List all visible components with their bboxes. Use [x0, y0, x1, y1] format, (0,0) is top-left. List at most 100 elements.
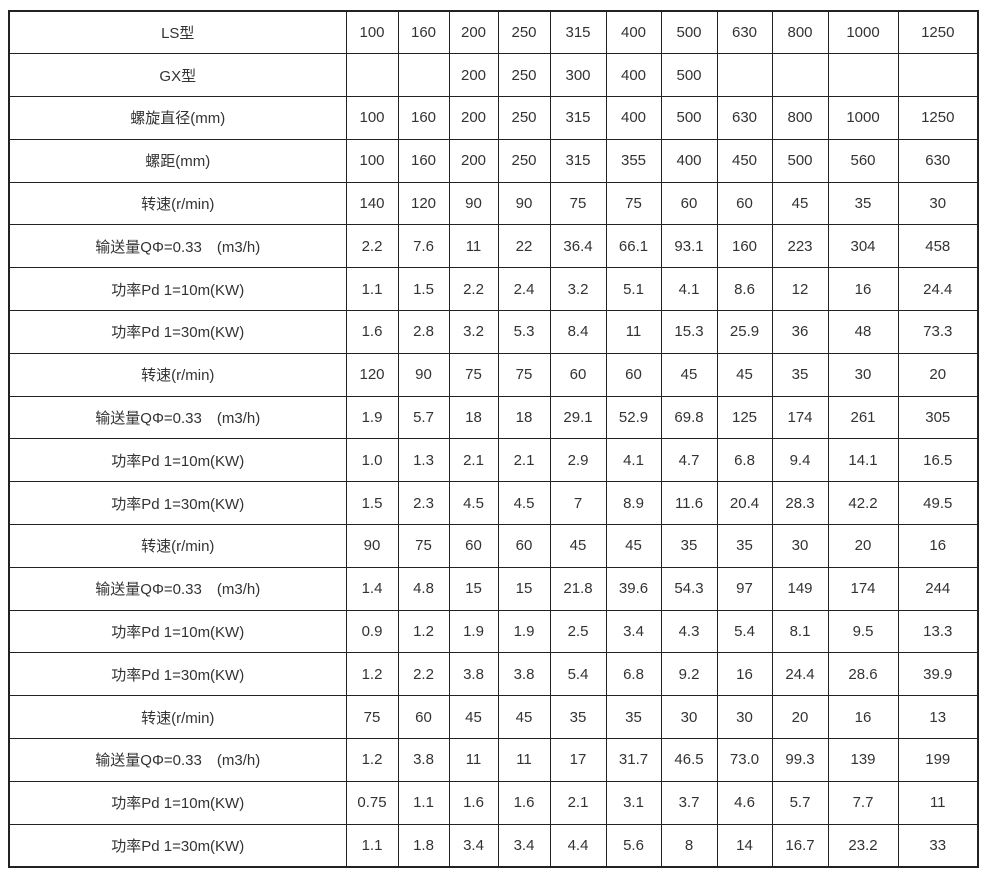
value-cell: 73.0 [716, 738, 773, 782]
table-row: LS型 100 160 200 250 315 400 500 630 800 1000 1250 [8, 10, 979, 55]
value-cell: 14.1 [827, 438, 899, 483]
value-cell: 75 [549, 181, 607, 226]
value-cell: 8.1 [771, 609, 829, 654]
table-row: 输送量QΦ=0.33 (m3/h) 2.2 7.6 11 22 36.4 66.1 93.1 1… [8, 224, 979, 269]
value-cell: 300 [549, 53, 607, 98]
value-cell: 8.9 [605, 481, 662, 526]
value-cell: 250 [497, 138, 551, 183]
row-label: 功率Pd 1=10m(KW) [8, 609, 347, 654]
value-cell: 18 [448, 395, 499, 440]
value-cell: 250 [497, 96, 551, 140]
value-cell: 75 [345, 695, 399, 740]
value-cell: 29.1 [549, 395, 607, 440]
table-row: 螺距(mm) 100 160 200 250 315 355 400 450 500 560 630 [8, 138, 979, 183]
spec-table: LS型 100 160 200 250 315 400 500 630 800 1000 1250 GX… [8, 10, 979, 868]
value-cell: 3.4 [497, 823, 551, 868]
value-cell: 20.4 [716, 481, 773, 526]
value-cell: 250 [497, 53, 551, 98]
value-cell: 2.8 [397, 310, 450, 354]
value-cell: 8 [660, 823, 718, 868]
table-row: 转速(r/min) 75 60 45 45 35 35 30 30 20 16 13 [8, 695, 979, 740]
row-label: 功率Pd 1=30m(KW) [8, 652, 347, 697]
value-cell: 1.5 [345, 481, 399, 526]
value-cell: 1.2 [345, 652, 399, 697]
value-cell: 1.2 [345, 738, 399, 782]
value-cell: 450 [716, 138, 773, 183]
value-cell: 9.4 [771, 438, 829, 483]
value-cell: 31.7 [605, 738, 662, 782]
row-label: 输送量QΦ=0.33 (m3/h) [8, 224, 347, 269]
value-cell: 36.4 [549, 224, 607, 269]
value-cell: 1.4 [345, 566, 399, 611]
value-cell: 8.4 [549, 310, 607, 354]
table-row: 转速(r/min) 140 120 90 90 75 75 60 60 45 35 30 [8, 181, 979, 226]
value-cell: 3.4 [448, 823, 499, 868]
row-label: 功率Pd 1=30m(KW) [8, 310, 347, 354]
value-cell: 73.3 [897, 310, 979, 354]
value-cell: 7 [549, 481, 607, 526]
value-cell: 30 [660, 695, 718, 740]
spec-table-body: LS型 100 160 200 250 315 400 500 630 800 1000 1250 GX… [8, 10, 979, 868]
value-cell: 6.8 [605, 652, 662, 697]
value-cell: 458 [897, 224, 979, 269]
value-cell: 75 [448, 352, 499, 397]
value-cell [827, 53, 899, 98]
value-cell: 11 [497, 738, 551, 782]
value-cell: 160 [716, 224, 773, 269]
value-cell: 13 [897, 695, 979, 740]
value-cell: 45 [448, 695, 499, 740]
table-row: 功率Pd 1=30m(KW) 1.6 2.8 3.2 5.3 8.4 11 15.3 25.9 3… [8, 310, 979, 354]
table-row: 输送量QΦ=0.33 (m3/h) 1.9 5.7 18 18 29.1 52.9 69.8 1… [8, 395, 979, 440]
value-cell: 11 [448, 224, 499, 269]
value-cell: 315 [549, 96, 607, 140]
value-cell: 9.5 [827, 609, 899, 654]
value-cell: 1.5 [397, 267, 450, 312]
value-cell: 16 [827, 695, 899, 740]
value-cell: 16 [897, 524, 979, 568]
value-cell: 16.7 [771, 823, 829, 868]
value-cell: 200 [448, 138, 499, 183]
value-cell: 60 [549, 352, 607, 397]
value-cell: 140 [345, 181, 399, 226]
value-cell: 69.8 [660, 395, 718, 440]
value-cell: 4.4 [549, 823, 607, 868]
value-cell: 4.5 [497, 481, 551, 526]
value-cell: 75 [397, 524, 450, 568]
table-row: 功率Pd 1=30m(KW) 1.2 2.2 3.8 3.8 5.4 6.8 9.2 16 24.… [8, 652, 979, 697]
row-label: 转速(r/min) [8, 524, 347, 568]
row-label: 功率Pd 1=30m(KW) [8, 823, 347, 868]
value-cell: 120 [397, 181, 450, 226]
value-cell: 30 [771, 524, 829, 568]
value-cell: 1.9 [345, 395, 399, 440]
value-cell: 400 [660, 138, 718, 183]
value-cell: 97 [716, 566, 773, 611]
value-cell: 5.7 [771, 780, 829, 825]
value-cell: 3.8 [397, 738, 450, 782]
value-cell: 500 [660, 53, 718, 98]
value-cell: 100 [345, 138, 399, 183]
value-cell: 45 [716, 352, 773, 397]
value-cell: 7.6 [397, 224, 450, 269]
value-cell: 60 [605, 352, 662, 397]
value-cell: 35 [605, 695, 662, 740]
row-label: 转速(r/min) [8, 695, 347, 740]
value-cell: 4.5 [448, 481, 499, 526]
value-cell: 800 [771, 10, 829, 55]
value-cell: 75 [605, 181, 662, 226]
value-cell [397, 53, 450, 98]
value-cell: 9.2 [660, 652, 718, 697]
value-cell: 5.7 [397, 395, 450, 440]
value-cell: 1.9 [497, 609, 551, 654]
value-cell: 355 [605, 138, 662, 183]
value-cell: 6.8 [716, 438, 773, 483]
value-cell: 4.6 [716, 780, 773, 825]
value-cell: 305 [897, 395, 979, 440]
value-cell: 3.7 [660, 780, 718, 825]
row-label: 转速(r/min) [8, 181, 347, 226]
table-row: 功率Pd 1=30m(KW) 1.1 1.8 3.4 3.4 4.4 5.6 8 14 16.7 2… [8, 823, 979, 868]
table-row: GX型 200 250 300 400 500 [8, 53, 979, 98]
value-cell: 16.5 [897, 438, 979, 483]
value-cell: 4.1 [660, 267, 718, 312]
value-cell: 261 [827, 395, 899, 440]
